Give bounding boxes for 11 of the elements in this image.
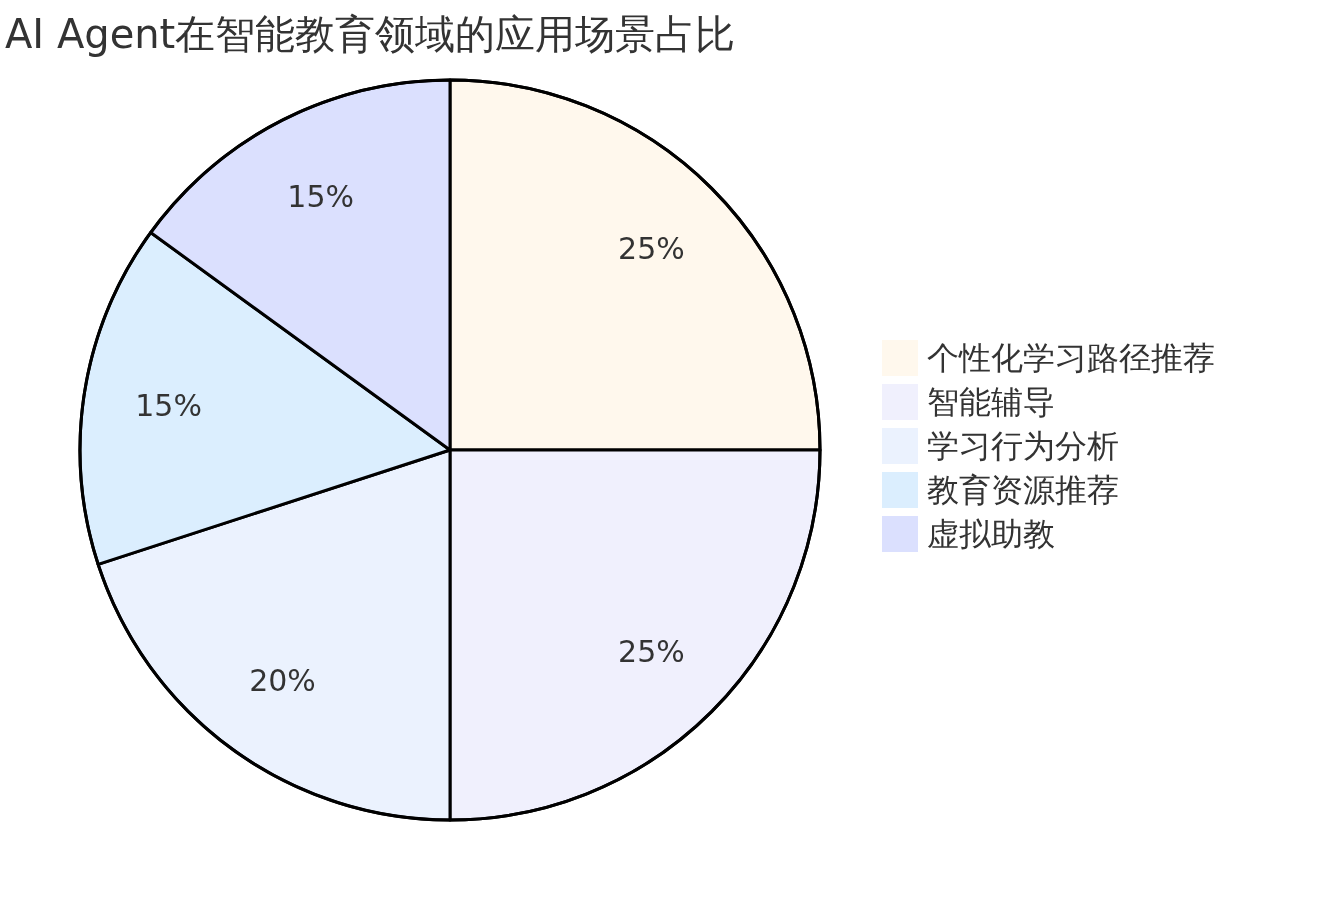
- data-label: 25%: [618, 633, 685, 669]
- legend-label: 教育资源推荐: [927, 471, 1119, 509]
- legend-label: 虚拟助教: [927, 515, 1055, 553]
- data-label: 15%: [287, 178, 354, 214]
- data-label: 15%: [135, 387, 202, 423]
- slice-label: 智能辅导: [927, 383, 1055, 421]
- data-label: 20%: [249, 662, 316, 698]
- legend-label: 学习行为分析: [927, 427, 1119, 465]
- legend-label: 个性化学习路径推荐: [927, 339, 1215, 377]
- data-label: 25%: [618, 231, 685, 267]
- chart-title: AI Agent在智能教育领域的应用场景占比: [5, 11, 736, 57]
